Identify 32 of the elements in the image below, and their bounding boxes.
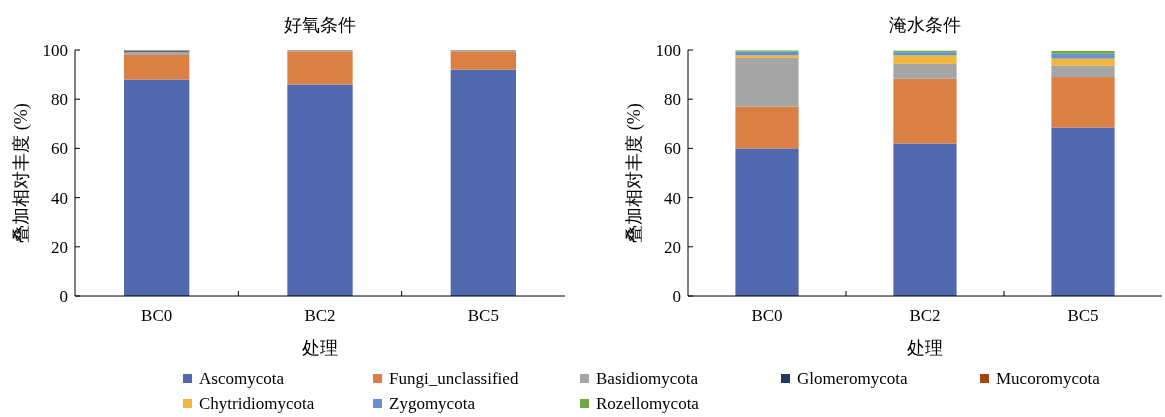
legend-label: Mucoromycota <box>996 369 1101 388</box>
y-tick-label: 40 <box>51 188 68 208</box>
y-tick-label: 0 <box>59 287 68 306</box>
y-axis-title: 叠加相对丰度 (%) <box>11 103 32 243</box>
legend-label: Rozellomycota <box>596 394 700 413</box>
x-axis-title: 处理 <box>302 338 338 358</box>
y-tick-label: 80 <box>664 90 681 110</box>
legend-label: Chytridiomycota <box>199 394 315 413</box>
y-tick-label: 60 <box>51 139 68 159</box>
chart-title: 好氧条件 <box>284 15 356 35</box>
chart-title: 淹水条件 <box>889 15 961 35</box>
y-tick-label: 80 <box>51 90 68 110</box>
y-tick-label: 0 <box>672 287 681 306</box>
legend-label: Glomeromycota <box>797 369 908 388</box>
y-axis-title: 叠加相对丰度 (%) <box>624 103 645 243</box>
legend-label: Basidiomycota <box>596 369 699 388</box>
legend-label: Fungi_unclassified <box>389 369 519 388</box>
legend-label: Ascomycota <box>199 369 285 388</box>
y-tick-label: 100 <box>42 41 68 60</box>
x-tick-label: BC2 <box>909 306 941 325</box>
y-tick-label: 20 <box>664 237 681 257</box>
y-tick-label: 100 <box>655 41 681 60</box>
y-tick-label: 20 <box>51 237 68 257</box>
x-tick-label: BC5 <box>1067 306 1099 325</box>
y-tick-label: 60 <box>664 139 681 159</box>
x-tick-label: BC5 <box>467 306 499 325</box>
y-tick-label: 40 <box>664 188 681 208</box>
x-tick-label: BC0 <box>141 306 173 325</box>
x-axis-title: 处理 <box>907 338 943 358</box>
legend-label: Zygomycota <box>389 394 476 413</box>
x-tick-label: BC0 <box>751 306 783 325</box>
x-tick-label: BC2 <box>304 306 336 325</box>
